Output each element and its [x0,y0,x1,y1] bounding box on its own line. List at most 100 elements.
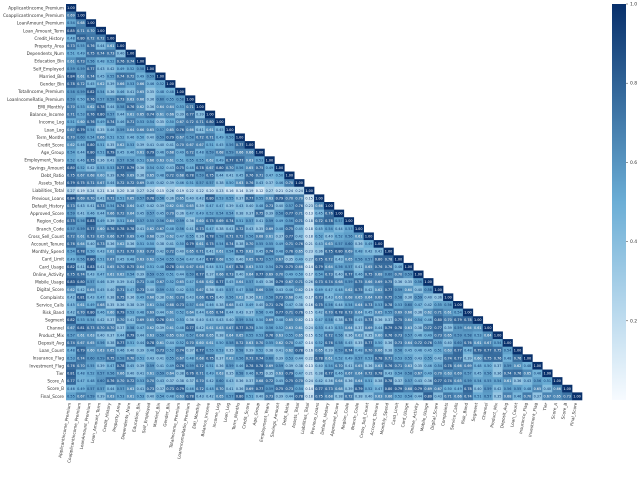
heatmap-cell [145,163,156,172]
heatmap-cell [343,262,355,271]
heatmap-cell [145,95,156,104]
heatmap-cell [135,285,146,294]
heatmap-cell [145,224,156,233]
heatmap-cell [95,293,106,302]
heatmap-cell [274,171,285,180]
heatmap-cell [353,285,364,294]
heatmap-cell [453,323,464,332]
cell-value-label: 0.75 [285,265,293,269]
cell-value-label: 0.58 [67,90,75,94]
heatmap-cell [353,323,364,332]
heatmap-cell [373,392,384,401]
cell-value-label: 0.65 [216,394,224,398]
cell-value-label: 0.50 [137,135,145,139]
cell-value-label: 0.36 [166,196,174,200]
cell-value-label: 0.62 [97,82,105,86]
cell-value-label: 0.45 [474,372,482,376]
cell-value-label: 0.77 [325,372,333,376]
heatmap-cell [85,49,97,58]
heatmap-cell [224,133,235,142]
heatmap-cell [224,125,235,134]
cell-value-label: 0.53 [256,265,264,269]
heatmap-cell [175,339,186,347]
cell-value-label: 1.00 [405,265,413,269]
heatmap-cell [204,369,216,378]
heatmap-cell [185,141,196,149]
cell-value-label: 0.40 [117,52,125,56]
cell-value-label: 0.68 [196,356,204,360]
heatmap-cell [145,308,156,317]
heatmap-cell [393,346,404,355]
cell-value-label: 0.47 [414,303,422,307]
heatmap-cell [175,163,186,172]
cell-value-label: 0.42 [67,295,75,299]
cell-value-label: 0.60 [385,273,393,277]
heatmap-cell [105,369,116,378]
heatmap-cell [542,384,553,393]
cell-value-label: 0.53 [77,113,85,117]
cell-value-label: 0.72 [345,394,353,398]
cell-value-label: 0.74 [117,75,125,79]
heatmap-cell [155,103,166,111]
cell-value-label: 0.40 [196,318,204,322]
cell-value-label: 0.48 [355,349,363,353]
heatmap-cell [274,308,285,317]
heatmap-cell [105,285,116,294]
cell-value-label: 0.36 [137,166,145,170]
cell-value-label: 0.50 [87,250,95,254]
cell-value-label: 0.62 [147,326,155,330]
cell-value-label: 0.38 [414,326,422,330]
heatmap-cell [264,392,275,401]
heatmap-cell [254,354,265,363]
heatmap-cell [373,270,384,279]
heatmap-cell [115,163,126,172]
heatmap-cell [522,361,533,370]
cell-value-label: 0.71 [127,120,135,124]
heatmap-cell [353,293,364,302]
cell-value-label: 0.42 [156,250,164,254]
cell-value-label: 0.65 [295,250,303,254]
cell-value-label: 0.74 [77,273,85,277]
heatmap-cell [274,354,285,363]
cell-value-label: 0.65 [206,333,214,337]
cell-value-label: 0.59 [226,151,234,155]
heatmap-cell [195,354,206,363]
heatmap-cell [472,384,484,393]
heatmap-cell [135,354,146,363]
cell-value-label: 0.65 [186,204,194,208]
heatmap-cell [85,125,97,134]
cell-value-label: 0.75 [246,326,254,330]
cell-value-label: 0.63 [176,333,184,337]
cell-value-label: 0.78 [395,326,403,330]
cell-value-label: 0.71 [246,356,254,360]
cell-value-label: 0.39 [464,356,472,360]
cell-value-label: 0.63 [156,158,164,162]
heatmap-cell [492,392,503,401]
cell-value-label: 0.60 [266,356,274,360]
cell-value-label: 0.65 [127,196,135,200]
cell-value-label: 1.00 [454,303,462,307]
heatmap-cell [413,308,424,317]
cell-value-label: 0.40 [444,341,452,345]
heatmap-cell [264,232,275,241]
heatmap-cell [195,331,206,340]
heatmap-cell [294,232,305,241]
cell-value-label: 0.72 [117,181,125,185]
cell-value-label: 0.76 [514,356,522,360]
cell-value-label: 0.60 [87,349,95,353]
heatmap-cell [75,346,87,355]
heatmap-cell [115,118,126,127]
cell-value-label: 1.00 [176,90,184,94]
heatmap-cell [264,186,275,195]
cell-value-label: 0.37 [385,318,393,322]
cell-value-label: 0.44 [137,341,145,345]
cell-value-label: 0.78 [464,387,472,391]
heatmap-cell [195,278,206,287]
heatmap-cell [403,354,414,363]
heatmap-cell [204,217,216,226]
heatmap-cell [175,293,186,302]
cell-value-label: 0.79 [107,151,115,155]
cell-value-label: 0.71 [226,234,234,238]
heatmap-cell [75,26,87,35]
cell-value-label: 0.77 [285,234,293,238]
